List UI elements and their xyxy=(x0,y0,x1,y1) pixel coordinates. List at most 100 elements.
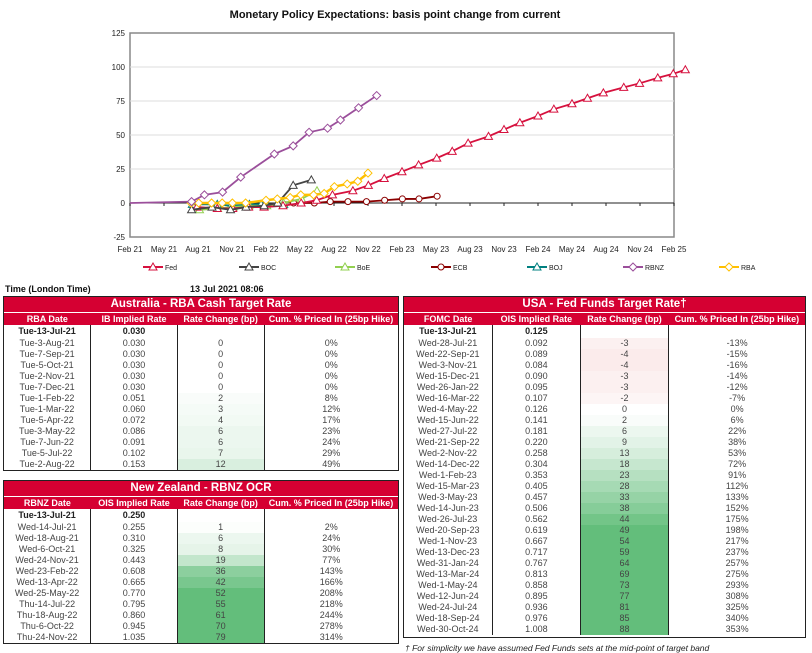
table-cell: 0.767 xyxy=(492,558,581,569)
table-cell: 0.084 xyxy=(492,360,581,371)
table-cell: 0.353 xyxy=(492,470,581,481)
legend-label: RBNZ xyxy=(645,265,665,272)
table-cell: 0.030 xyxy=(90,382,178,393)
table-row: Wed-15-Dec-21 0.090 -3 -14% xyxy=(404,371,805,382)
table-cell: Wed-16-Mar-22 xyxy=(404,393,493,404)
table-cell: 0.030 xyxy=(90,371,178,382)
table-cell xyxy=(264,325,398,338)
table-row: Wed-24-Nov-21 0.443 19 77% xyxy=(4,555,398,566)
table-cell: 0.030 xyxy=(90,349,178,360)
data-point xyxy=(272,194,283,204)
table-row: Wed-13-Dec-23 0.717 59 237% xyxy=(404,547,805,558)
table-cell: 2 xyxy=(177,393,265,404)
table-cell: 0.608 xyxy=(90,566,178,577)
data-point xyxy=(634,78,645,87)
table-row: Wed-28-Jul-21 0.092 -3 -13% xyxy=(404,338,805,349)
table-cell: 257% xyxy=(725,558,749,568)
data-point xyxy=(148,261,158,271)
data-point xyxy=(235,172,246,182)
table-cell: 0.141 xyxy=(492,415,581,426)
series-rbnz xyxy=(129,90,382,207)
table-cell: 278% xyxy=(319,621,343,631)
table-row: Wed-26-Jan-22 0.095 -3 -12% xyxy=(404,382,805,393)
table-cell: Tue-13-Jul-21 xyxy=(4,509,92,522)
table-cell: 7 xyxy=(177,448,265,459)
table-cell: Wed-25-May-22 xyxy=(4,588,92,599)
table-cell: 0.092 xyxy=(492,338,581,349)
table-row: Wed-24-Jul-24 0.936 81 325% xyxy=(404,602,805,613)
data-point xyxy=(431,153,442,162)
table-row: Wed-1-May-24 0.858 73 293% xyxy=(404,580,805,591)
table-cell: -7% xyxy=(729,393,746,403)
table-cell: 19 xyxy=(177,555,265,566)
table-row: Thu-6-Oct-22 0.945 70 278% xyxy=(4,621,398,632)
table-cell: 6 xyxy=(177,437,265,448)
table-row: Wed-1-Nov-23 0.667 54 217% xyxy=(404,536,805,547)
table-row: Tue-5-Oct-21 0.030 0 0% xyxy=(4,360,398,371)
table-row: Tue-3-May-22 0.086 6 23% xyxy=(4,426,398,437)
table-row: Wed-30-Oct-24 1.008 88 353% xyxy=(404,624,805,635)
x-tick-label: Feb 25 xyxy=(662,245,687,254)
table-cell: Wed-23-Feb-22 xyxy=(4,566,92,577)
table-cell: 0.457 xyxy=(492,492,581,503)
table-cell: Tue-3-May-22 xyxy=(4,426,92,437)
table-cell: 0% xyxy=(324,349,338,359)
time-label: Time (London Time) xyxy=(5,284,91,294)
table-cell: 0.255 xyxy=(90,522,178,533)
table-row: Wed-14-Jun-23 0.506 38 152% xyxy=(404,503,805,514)
table-cell: Wed-28-Jul-21 xyxy=(404,338,493,349)
data-point xyxy=(463,138,473,147)
table-cell: 0.072 xyxy=(90,415,178,426)
data-point xyxy=(227,198,238,208)
table-cell: 6% xyxy=(730,415,744,425)
table-cell: 152% xyxy=(725,503,749,513)
table-cell: -4 xyxy=(580,360,670,371)
data-point xyxy=(186,196,197,207)
table-cell: Wed-26-Jul-23 xyxy=(404,514,493,525)
table-row: Thu-18-Aug-22 0.860 61 244% xyxy=(4,610,398,621)
table-cell: Thu-24-Nov-22 xyxy=(4,632,92,643)
table-cell xyxy=(177,325,265,338)
y-tick-label: 100 xyxy=(112,63,126,72)
table-cell: 0% xyxy=(324,382,338,392)
column-header: OIS Implied Rate xyxy=(90,496,178,509)
table-cell: Tue-2-Nov-21 xyxy=(4,371,92,382)
table-cell: 0.250 xyxy=(90,509,178,522)
data-point xyxy=(447,146,458,155)
table-cell: Wed-15-Jun-22 xyxy=(404,415,493,426)
table-cell: -16% xyxy=(726,360,748,370)
table-cell: 38 xyxy=(580,503,670,514)
table-cell: 29% xyxy=(322,448,341,458)
column-header: RBA Date xyxy=(4,312,91,325)
table-cell: Wed-15-Dec-21 xyxy=(404,371,493,382)
table-cell xyxy=(669,325,805,338)
table-cell: 0 xyxy=(177,382,265,393)
table-cell: Tue-5-Oct-21 xyxy=(4,360,92,371)
table-row: Wed-20-Sep-23 0.619 49 198% xyxy=(404,525,805,536)
table-cell: 6 xyxy=(177,426,265,437)
table-title: USA - Fed Funds Target Rate† xyxy=(404,297,805,312)
data-point xyxy=(437,263,445,271)
series-line xyxy=(191,172,369,205)
table-cell: 2 xyxy=(580,415,670,426)
table-row: Wed-3-Nov-21 0.084 -4 -16% xyxy=(404,360,805,371)
data-point xyxy=(549,104,559,113)
table-cell: 0.858 xyxy=(492,580,581,591)
table-row: Tue-1-Feb-22 0.051 2 8% xyxy=(4,393,398,404)
table-row: Wed-16-Mar-22 0.107 -2 -7% xyxy=(404,393,805,404)
data-point xyxy=(306,174,317,184)
table-cell: 36 xyxy=(177,566,265,577)
table-cell: 0.770 xyxy=(90,588,178,599)
table-cell: 33 xyxy=(580,492,670,503)
table-cell: 55 xyxy=(177,599,265,610)
table-cell: 0.795 xyxy=(90,599,178,610)
data-point xyxy=(628,262,638,272)
table-row: Thu-24-Nov-22 1.035 79 314% xyxy=(4,632,398,643)
data-point xyxy=(244,261,254,271)
table-cell: 73 xyxy=(580,580,670,591)
table-cell: 208% xyxy=(319,588,343,598)
table-cell: 0.976 xyxy=(492,613,581,624)
column-header: RBNZ Date xyxy=(4,496,91,509)
data-point xyxy=(483,131,494,140)
table-cell: 0.060 xyxy=(90,404,178,415)
